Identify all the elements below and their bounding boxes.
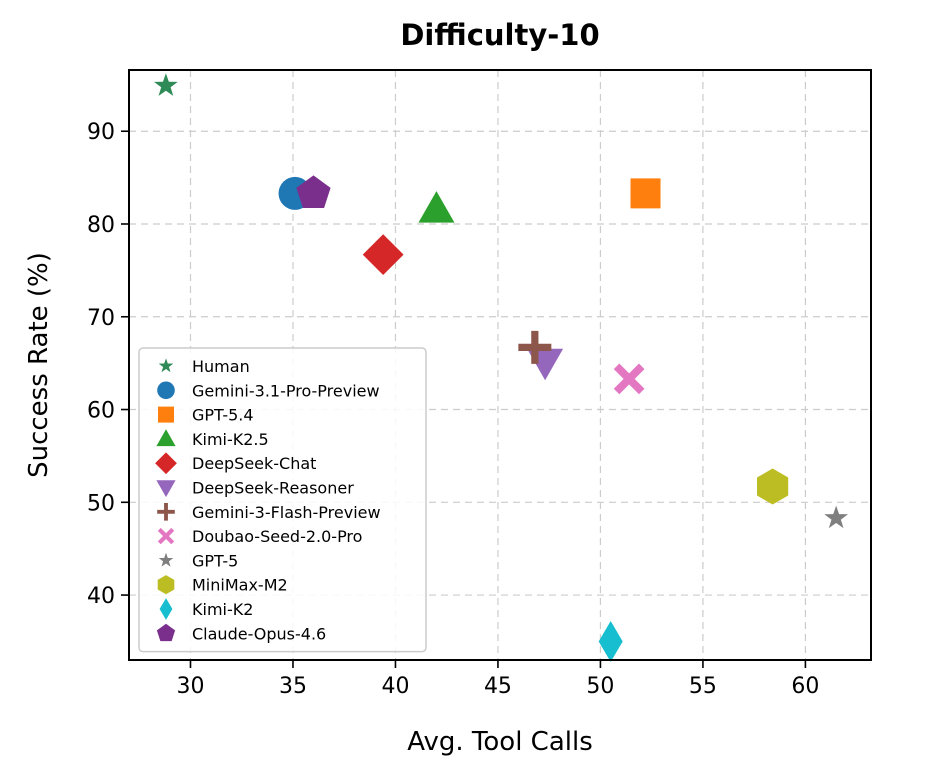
legend-marker-minimax-m2 bbox=[157, 575, 175, 595]
legend-label-deepseek-chat: DeepSeek-Chat bbox=[192, 454, 316, 473]
y-tick-label: 60 bbox=[87, 399, 115, 424]
y-tick-label: 40 bbox=[87, 584, 115, 609]
legend-marker-kimi-k2 bbox=[159, 598, 173, 620]
legend-marker-gpt-5-4 bbox=[158, 406, 174, 423]
point-gpt-5-4 bbox=[630, 178, 661, 209]
legend-label-kimi-k2: Kimi-K2 bbox=[192, 600, 253, 619]
x-tick-label: 55 bbox=[689, 674, 717, 699]
point-kimi-k2 bbox=[598, 621, 623, 662]
data-markers bbox=[154, 73, 849, 662]
legend-marker-deepseek-chat bbox=[155, 452, 177, 475]
legend-marker-claude-opus-4-6 bbox=[156, 623, 176, 642]
x-tick-label: 40 bbox=[381, 674, 409, 699]
point-human bbox=[154, 73, 178, 96]
legend-marker-kimi-k2-5 bbox=[156, 429, 176, 447]
point-gemini-3-flash-preview bbox=[518, 330, 552, 364]
x-tick-label: 50 bbox=[586, 674, 614, 699]
legend-label-human: Human bbox=[192, 357, 250, 376]
legend-label-doubao-seed-2-0-pro: Doubao-Seed-2.0-Pro bbox=[192, 527, 362, 546]
legend-label-kimi-k2-5: Kimi-K2.5 bbox=[192, 430, 269, 449]
point-minimax-m2 bbox=[757, 468, 789, 505]
legend-label-gpt-5: GPT-5 bbox=[192, 551, 238, 570]
x-tick-label: 30 bbox=[176, 674, 204, 699]
legend-marker-human bbox=[158, 358, 174, 373]
legend-marker-gemini-3-1-pro-preview bbox=[157, 381, 175, 400]
chart-title: Difficulty-10 bbox=[400, 18, 599, 52]
point-kimi-k2-5 bbox=[418, 191, 455, 223]
legend-marker-gemini-3-flash-preview bbox=[157, 503, 175, 521]
legend-label-gpt-5-4: GPT-5.4 bbox=[192, 406, 254, 425]
x-axis-label: Avg. Tool Calls bbox=[407, 727, 593, 757]
x-tick-label: 45 bbox=[484, 674, 512, 699]
legend-label-minimax-m2: MiniMax-M2 bbox=[192, 576, 288, 595]
y-axis-label: Success Rate (%) bbox=[24, 252, 54, 478]
legend-label-gemini-3-flash-preview: Gemini-3-Flash-Preview bbox=[192, 503, 381, 522]
y-tick-label: 50 bbox=[87, 491, 115, 516]
point-gpt-5 bbox=[824, 505, 849, 529]
plot-frame bbox=[128, 69, 872, 661]
legend-box bbox=[138, 347, 427, 653]
legend-marker-gpt-5 bbox=[158, 552, 174, 567]
legend-label-gemini-3-1-pro-preview: Gemini-3.1-Pro-Preview bbox=[192, 381, 380, 400]
y-tick-label: 70 bbox=[87, 306, 115, 331]
legend-marker-doubao-seed-2-0-pro bbox=[157, 527, 175, 545]
legend-label-deepseek-reasoner: DeepSeek-Reasoner bbox=[192, 479, 354, 498]
point-deepseek-chat bbox=[362, 234, 404, 276]
x-tick-label: 35 bbox=[279, 674, 307, 699]
legend: Human Gemini-3.1-Pro-Preview GPT-5.4 Kimi-K… bbox=[138, 347, 427, 653]
legend-marker-deepseek-reasoner bbox=[156, 480, 176, 498]
point-claude-opus-4-6 bbox=[296, 175, 331, 208]
point-doubao-seed-2-0-pro bbox=[613, 363, 645, 395]
axis-ticks: 30 35 40 45 50 55 60 40 50 60 70 80 90 bbox=[87, 120, 819, 699]
legend-label-claude-opus-4-6: Claude-Opus-4.6 bbox=[192, 624, 326, 643]
y-tick-label: 90 bbox=[87, 120, 115, 145]
y-tick-label: 80 bbox=[87, 213, 115, 238]
x-tick-label: 60 bbox=[791, 674, 819, 699]
